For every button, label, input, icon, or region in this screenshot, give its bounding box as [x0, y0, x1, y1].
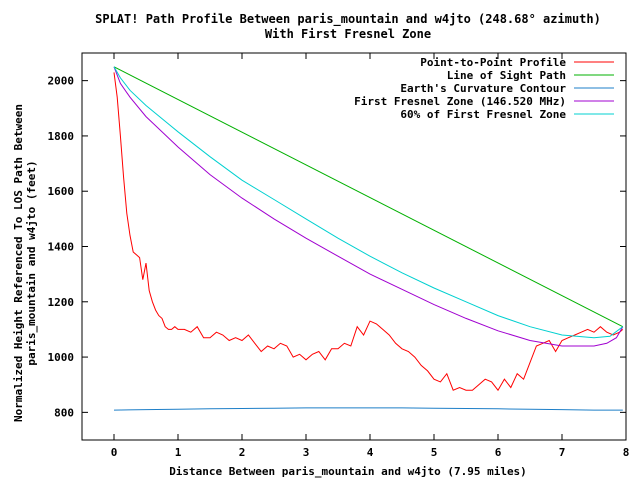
y-tick-label: 1800	[48, 130, 75, 143]
x-tick-label: 5	[431, 446, 438, 459]
legend-label: Earth's Curvature Contour	[400, 82, 566, 95]
legend-label: First Fresnel Zone (146.520 MHz)	[354, 95, 566, 108]
series-line-2	[113, 407, 623, 411]
x-tick-label: 3	[303, 446, 310, 459]
y-axis-label-line2: paris_mountain and w4jto (feet)	[25, 160, 38, 365]
x-tick-label: 0	[111, 446, 118, 459]
series-line-4	[113, 66, 624, 339]
y-tick-label: 800	[54, 406, 74, 419]
series-line-1	[113, 66, 624, 328]
data-series	[113, 66, 624, 411]
chart-title: SPLAT! Path Profile Between paris_mounta…	[95, 12, 601, 27]
y-tick-label: 1600	[48, 185, 75, 198]
legend-label: 60% of First Fresnel Zone	[400, 108, 566, 121]
x-tick-label: 1	[175, 446, 182, 459]
x-tick-label: 8	[623, 446, 630, 459]
y-axis-label-line1: Normalized Height Referenced To LOS Path…	[12, 104, 25, 422]
y-tick-label: 1400	[48, 241, 75, 254]
series-line-0	[113, 72, 624, 392]
x-axis-label: Distance Between paris_mountain and w4jt…	[169, 465, 527, 478]
x-tick-label: 6	[495, 446, 502, 459]
y-tick-label: 2000	[48, 75, 75, 88]
y-tick-label: 1000	[48, 351, 75, 364]
x-tick-label: 4	[367, 446, 374, 459]
y-tick-label: 1200	[48, 296, 75, 309]
plot-frame	[81, 52, 627, 441]
legend-label: Line of Sight Path	[447, 69, 566, 82]
y-axis-label: Normalized Height Referenced To LOS Path…	[12, 104, 38, 422]
series-line-3	[113, 66, 624, 347]
axis-ticks: 0 1 2 3 4 5 6 7 8 800 1000 1200 1400 1600 1800 2000	[48, 53, 630, 459]
legend-label: Point-to-Point Profile	[420, 56, 566, 69]
x-tick-label: 7	[559, 446, 566, 459]
chart-subtitle: With First Fresnel Zone	[265, 27, 431, 41]
x-tick-label: 2	[239, 446, 246, 459]
